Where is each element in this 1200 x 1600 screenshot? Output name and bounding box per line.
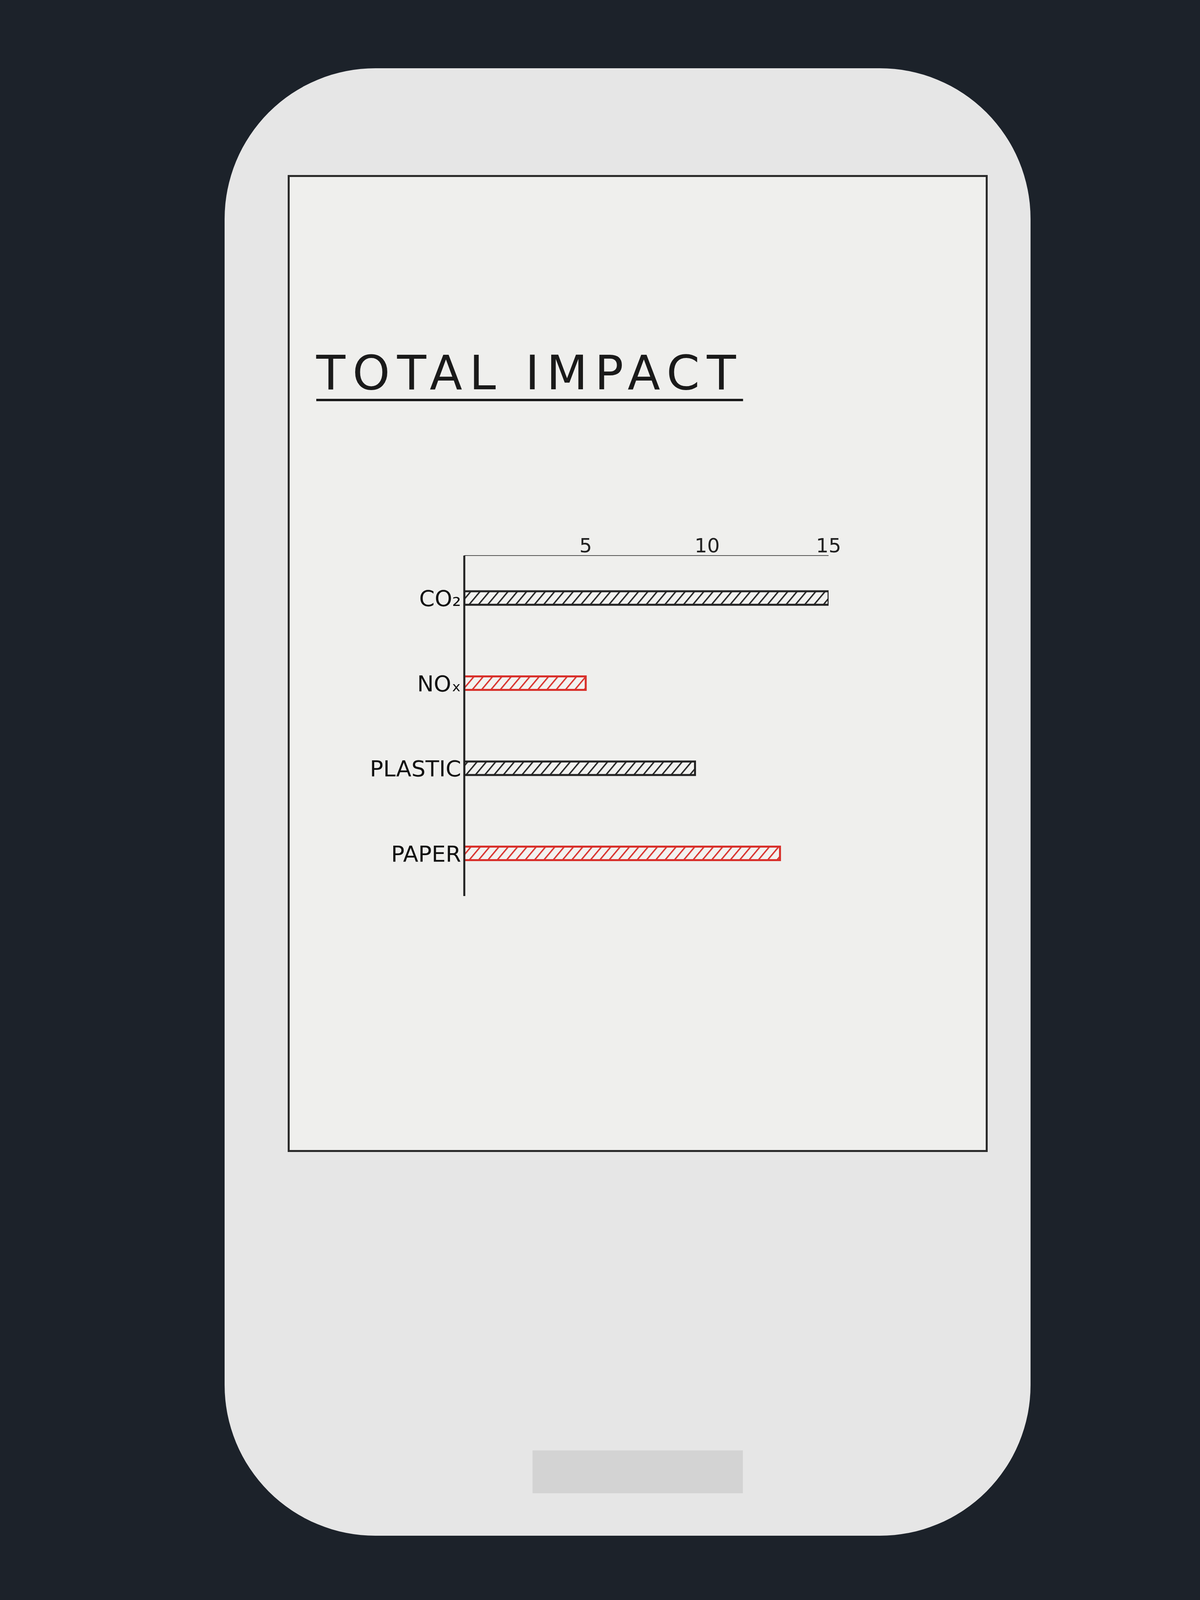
svg-text:PAPER: PAPER	[390, 840, 462, 867]
svg-text:15: 15	[815, 534, 842, 558]
svg-text:CO₂: CO₂	[419, 585, 462, 612]
svg-text:NOₓ: NOₓ	[417, 670, 462, 697]
svg-text:PLASTIC: PLASTIC	[369, 755, 462, 782]
html-text:TOTAL IMPACT: TOTAL IMPACT	[316, 345, 744, 401]
svg-text:10: 10	[694, 534, 720, 558]
svg-text:5: 5	[579, 534, 593, 558]
